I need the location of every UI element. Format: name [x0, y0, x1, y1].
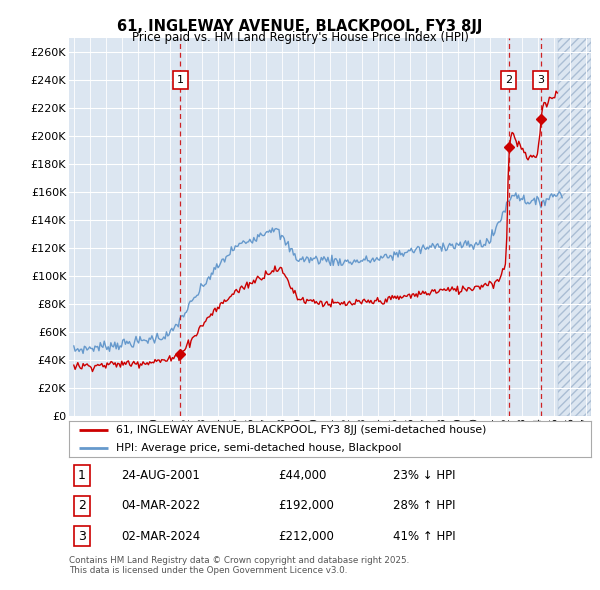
Text: 24-AUG-2001: 24-AUG-2001: [121, 469, 200, 482]
Text: 02-MAR-2024: 02-MAR-2024: [121, 530, 200, 543]
Text: 3: 3: [78, 530, 86, 543]
Bar: [558, 38, 591, 416]
Text: 04-MAR-2022: 04-MAR-2022: [121, 499, 200, 513]
Text: £212,000: £212,000: [278, 530, 334, 543]
Text: 3: 3: [538, 76, 544, 86]
Text: 28% ↑ HPI: 28% ↑ HPI: [392, 499, 455, 513]
Text: 61, INGLEWAY AVENUE, BLACKPOOL, FY3 8JJ: 61, INGLEWAY AVENUE, BLACKPOOL, FY3 8JJ: [118, 19, 482, 34]
Text: 1: 1: [78, 469, 86, 482]
Bar: [558, 38, 591, 416]
Text: 61, INGLEWAY AVENUE, BLACKPOOL, FY3 8JJ (semi-detached house): 61, INGLEWAY AVENUE, BLACKPOOL, FY3 8JJ …: [116, 425, 487, 435]
Text: 1: 1: [177, 76, 184, 86]
Text: 2: 2: [78, 499, 86, 513]
Text: £44,000: £44,000: [278, 469, 326, 482]
Text: 41% ↑ HPI: 41% ↑ HPI: [392, 530, 455, 543]
Text: Price paid vs. HM Land Registry's House Price Index (HPI): Price paid vs. HM Land Registry's House …: [131, 31, 469, 44]
Text: £192,000: £192,000: [278, 499, 334, 513]
Text: 2: 2: [505, 76, 512, 86]
Text: 23% ↓ HPI: 23% ↓ HPI: [392, 469, 455, 482]
Text: HPI: Average price, semi-detached house, Blackpool: HPI: Average price, semi-detached house,…: [116, 443, 401, 453]
Text: Contains HM Land Registry data © Crown copyright and database right 2025.
This d: Contains HM Land Registry data © Crown c…: [69, 556, 409, 575]
